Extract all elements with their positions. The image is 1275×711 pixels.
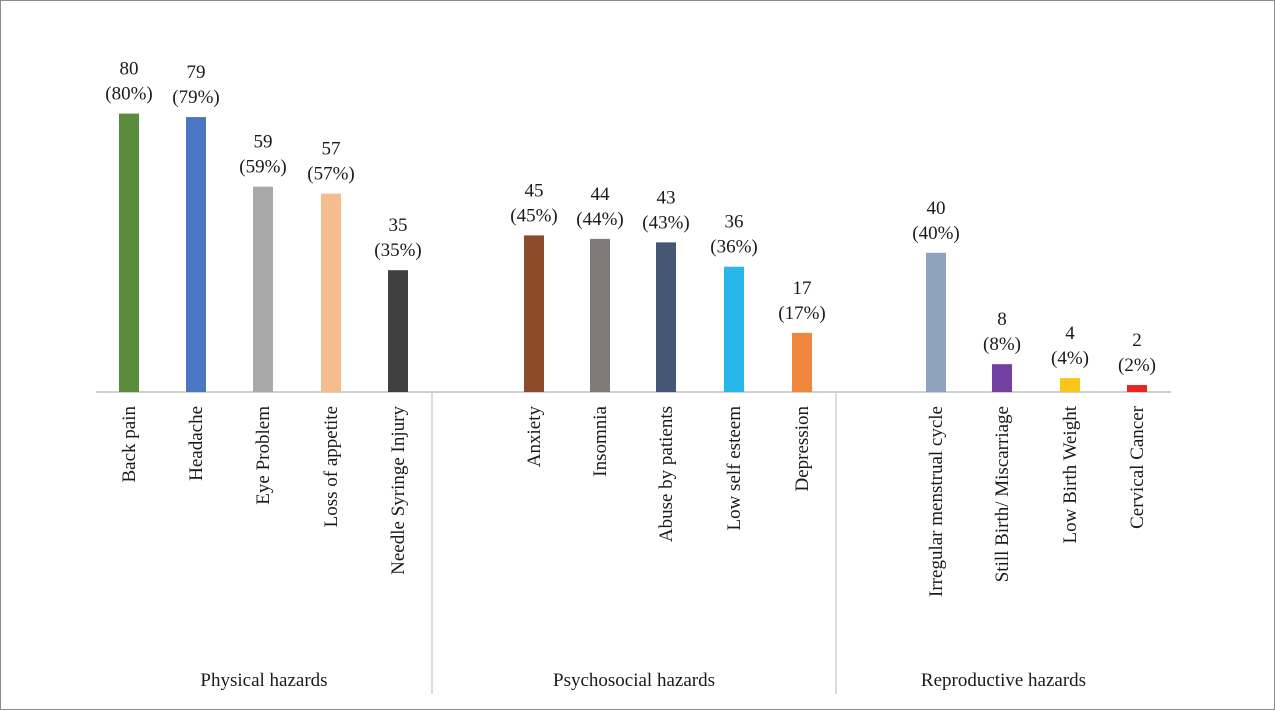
bar	[992, 364, 1012, 392]
data-label-value: 17	[793, 278, 812, 299]
data-label-percent: (2%)	[1118, 355, 1156, 376]
data-label-percent: (35%)	[374, 240, 421, 261]
data-label-value: 40	[927, 198, 946, 219]
bar	[926, 252, 946, 392]
category-tick-label: Insomnia	[590, 405, 611, 476]
bar	[186, 117, 206, 392]
bar	[253, 186, 273, 392]
data-label-percent: (36%)	[710, 237, 757, 258]
bar	[119, 113, 139, 392]
data-label-value: 2	[1132, 330, 1142, 351]
data-label-value: 4	[1065, 323, 1075, 344]
data-label-value: 59	[254, 132, 273, 153]
category-tick-label: Irregular menstrual cycle	[926, 406, 947, 597]
data-label-value: 8	[997, 309, 1007, 330]
data-label-value: 45	[525, 180, 544, 201]
category-tick-label: Loss of appetite	[321, 406, 342, 527]
data-label-percent: (4%)	[1051, 348, 1089, 369]
bar	[590, 238, 610, 392]
data-label-percent: (80%)	[105, 84, 152, 105]
data-label-value: 43	[657, 187, 676, 208]
group-label: Reproductive hazards	[921, 670, 1086, 691]
data-label-percent: (44%)	[576, 209, 623, 230]
data-label-percent: (43%)	[642, 212, 689, 233]
data-label-value: 44	[591, 184, 611, 205]
bar	[524, 235, 544, 392]
data-label-percent: (59%)	[239, 157, 286, 178]
data-label-value: 79	[187, 62, 206, 83]
data-label-value: 80	[120, 59, 139, 80]
data-label-value: 57	[322, 139, 341, 160]
group-label: Psychosocial hazards	[553, 670, 715, 691]
data-label-percent: (79%)	[172, 87, 219, 108]
category-tick-label: Back pain	[119, 406, 140, 483]
category-tick-label: Anxiety	[524, 406, 545, 468]
data-label-percent: (8%)	[983, 334, 1021, 355]
category-tick-label: Depression	[792, 406, 813, 492]
data-label-percent: (45%)	[510, 205, 557, 226]
group-label: Physical hazards	[200, 670, 327, 691]
bar	[321, 193, 341, 392]
category-tick-label: Low self esteem	[724, 406, 745, 531]
bar	[388, 270, 408, 392]
bar	[1127, 385, 1147, 392]
bar	[792, 332, 812, 392]
data-label-percent: (17%)	[778, 303, 825, 324]
bar	[724, 266, 744, 392]
category-tick-label: Eye Problem	[253, 406, 274, 505]
category-tick-label: Headache	[186, 406, 207, 481]
data-label-value: 36	[725, 212, 744, 233]
category-tick-label: Cervical Cancer	[1127, 405, 1148, 529]
data-label-percent: (57%)	[307, 164, 354, 185]
bar	[1060, 378, 1080, 392]
bar	[656, 242, 676, 392]
category-tick-label: Low Birth Weight	[1060, 405, 1081, 543]
category-tick-label: Needle Syringe Injury	[388, 406, 409, 575]
data-label-value: 35	[389, 215, 408, 236]
data-label-percent: (40%)	[912, 223, 959, 244]
category-tick-label: Still Birth/ Miscarriage	[992, 406, 1013, 582]
category-tick-label: Abuse by patients	[656, 406, 677, 542]
